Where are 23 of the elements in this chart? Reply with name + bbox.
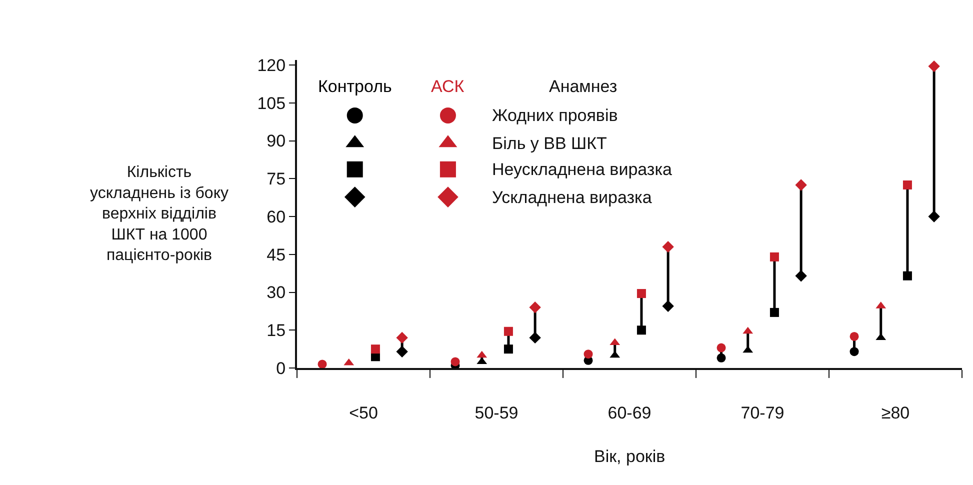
x-tick-label: 60-69 <box>608 403 652 422</box>
legend-label: Жодних проявів <box>492 106 618 125</box>
y-tick-label: 75 <box>266 170 286 189</box>
y-tick-label: 105 <box>257 94 286 113</box>
y-tick-label: 90 <box>266 132 286 151</box>
x-tick-label: 70-79 <box>740 403 784 422</box>
y-tick-label: 0 <box>276 358 286 378</box>
y-tick-label: 45 <box>266 245 286 264</box>
x-tick-label: <50 <box>349 403 378 422</box>
annotation: Контроль <box>318 77 392 96</box>
x-axis-title: Вік, років <box>594 447 666 466</box>
legend-label: Ускладнена виразка <box>492 188 652 207</box>
y-tick-label: 120 <box>257 56 286 75</box>
annotation: АСК <box>431 77 464 96</box>
annotation: Анамнез <box>549 77 618 96</box>
y-tick-label: 15 <box>266 321 286 340</box>
x-tick-label: ≥80 <box>881 403 910 422</box>
legend-label: Неускладнена виразка <box>492 160 673 179</box>
x-tick-label: 50-59 <box>474 403 518 422</box>
y-tick-label: 60 <box>266 207 286 226</box>
y-axis-title: Кількість ускладнень із боку верхніх відділів ШКТ на 1000 пацієнто-років <box>90 164 228 264</box>
legend-label: Біль у ВВ ШКТ <box>492 134 607 153</box>
y-tick-label: 30 <box>266 283 286 302</box>
